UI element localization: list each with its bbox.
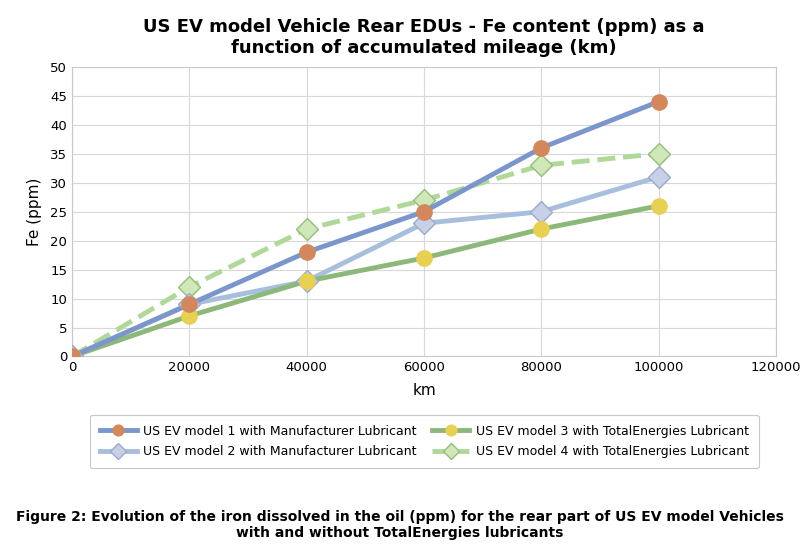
X-axis label: km: km [412, 383, 436, 398]
Legend: US EV model 1 with Manufacturer Lubricant, US EV model 2 with Manufacturer Lubri: US EV model 1 with Manufacturer Lubrican… [90, 415, 758, 468]
Text: Figure 2: Evolution of the iron dissolved in the oil (ppm) for the rear part of : Figure 2: Evolution of the iron dissolve… [16, 510, 784, 540]
Title: US EV model Vehicle Rear EDUs - Fe content (ppm) as a
function of accumulated mi: US EV model Vehicle Rear EDUs - Fe conte… [143, 18, 705, 57]
Y-axis label: Fe (ppm): Fe (ppm) [27, 178, 42, 246]
